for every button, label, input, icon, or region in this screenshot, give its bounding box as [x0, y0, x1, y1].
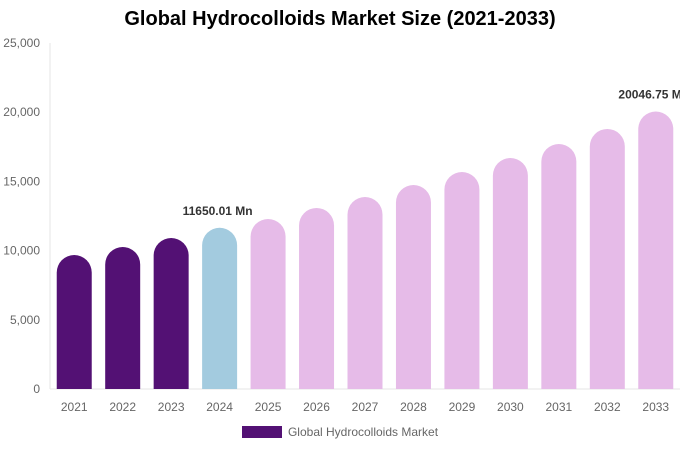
y-tick-label: 20,000 — [3, 105, 40, 119]
bar-2027 — [347, 197, 383, 389]
x-tick-label: 2024 — [206, 400, 233, 414]
legend-label: Global Hydrocolloids Market — [287, 425, 439, 439]
bar-2030 — [492, 158, 528, 389]
x-tick-label: 2022 — [109, 400, 136, 414]
bar-2028 — [395, 184, 431, 389]
x-tick-label: 2033 — [642, 400, 669, 414]
data-label-2024: 11650.01 Mn — [183, 204, 253, 218]
chart-title: Global Hydrocolloids Market Size (2021-2… — [124, 8, 556, 30]
bar-2031 — [541, 144, 577, 389]
bar-2032 — [589, 128, 625, 389]
bar-2023 — [153, 238, 189, 389]
bar-2024 — [202, 227, 238, 389]
legend[interactable]: Global Hydrocolloids Market — [0, 425, 680, 439]
y-tick-label: 5,000 — [10, 313, 40, 327]
bar-2033 — [638, 111, 674, 389]
x-tick-label: 2030 — [497, 400, 524, 414]
x-tick-label: 2027 — [352, 400, 379, 414]
bar-2022 — [105, 247, 141, 389]
bar-2026 — [299, 207, 335, 389]
data-label-2033: 20046.75 Mn — [618, 88, 680, 102]
y-tick-label: 0 — [33, 382, 40, 396]
x-tick-label: 2026 — [303, 400, 330, 414]
x-tick-label: 2025 — [255, 400, 282, 414]
x-tick-label: 2029 — [449, 400, 476, 414]
y-tick-label: 10,000 — [3, 244, 40, 258]
x-tick-label: 2028 — [400, 400, 427, 414]
bar-2021 — [56, 255, 92, 389]
x-tick-label: 2032 — [594, 400, 621, 414]
x-tick-label: 2021 — [61, 400, 88, 414]
y-tick-label: 15,000 — [3, 174, 40, 188]
bar-2025 — [250, 219, 286, 389]
y-tick-label: 25,000 — [3, 36, 40, 50]
x-tick-label: 2023 — [158, 400, 185, 414]
legend-swatch — [241, 426, 282, 438]
bar-2029 — [444, 171, 480, 389]
x-tick-label: 2031 — [545, 400, 572, 414]
